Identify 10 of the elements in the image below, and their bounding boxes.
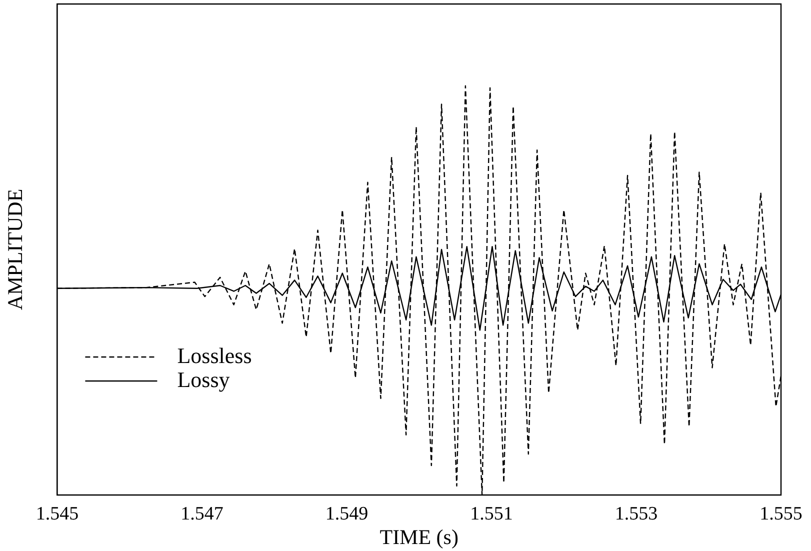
- x-tick-label: 1.553: [614, 503, 658, 524]
- x-tick-label: 1.549: [325, 503, 368, 524]
- legend-label: Lossless: [177, 342, 252, 368]
- x-tick-label: 1.547: [180, 503, 224, 524]
- legend-label: Lossy: [177, 366, 230, 392]
- x-tick-label: 1.545: [36, 503, 79, 524]
- x-tick-label: 1.551: [470, 503, 513, 524]
- y-axis-title: AMPLITUDE: [3, 188, 28, 310]
- x-axis-title: TIME (s): [380, 524, 458, 549]
- x-tick-label: 1.555: [760, 503, 802, 524]
